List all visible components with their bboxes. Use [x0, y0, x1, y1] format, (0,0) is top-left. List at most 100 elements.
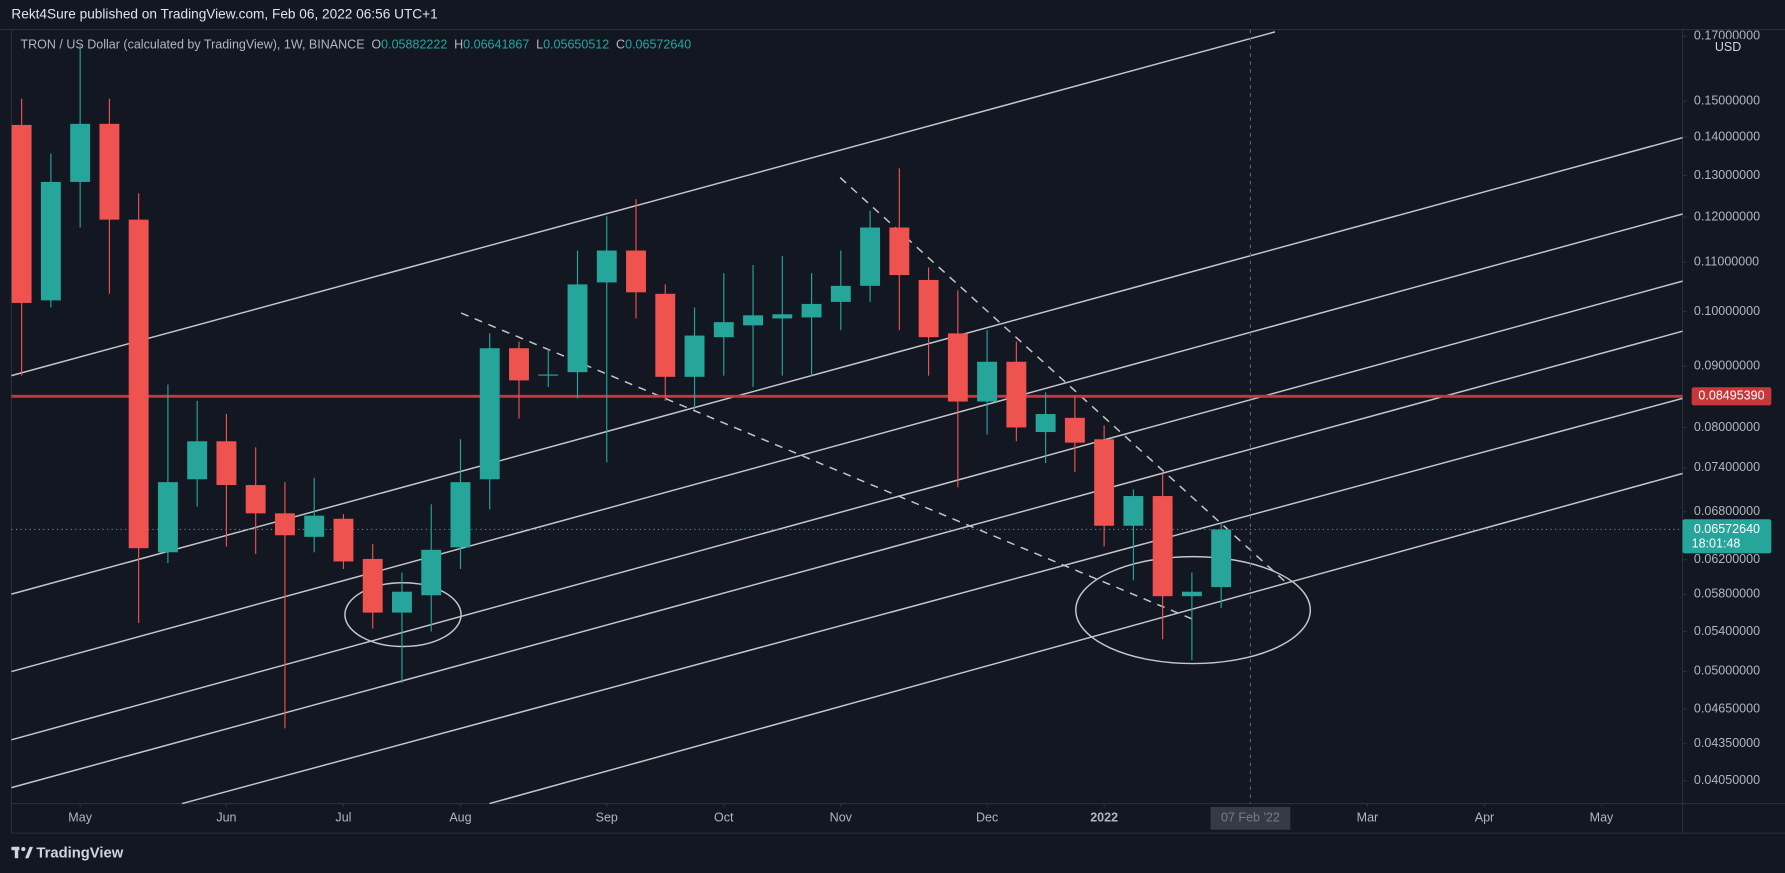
y-tick-label: 0.05400000: [1694, 624, 1760, 638]
candle-body: [1064, 417, 1085, 443]
candle-body: [479, 348, 500, 480]
x-tick-label: Dec: [976, 811, 998, 825]
candle-body: [509, 348, 529, 381]
logo-part: [21, 847, 26, 852]
candle-body: [860, 227, 881, 286]
ohlc-key: C: [616, 38, 625, 52]
candle-body: [11, 124, 32, 303]
candle-body: [216, 441, 237, 486]
candle-body: [245, 485, 266, 514]
candle-body: [392, 591, 412, 613]
y-tick-label: 0.14000000: [1694, 129, 1760, 143]
y-tick-label: 0.05800000: [1694, 587, 1760, 601]
candle-body: [947, 333, 968, 402]
candle-body: [333, 518, 354, 562]
ohlc-value: 0.05650512: [543, 38, 609, 52]
highlight-ellipse: [1075, 555, 1312, 665]
channel-line: [181, 397, 1683, 805]
candle-body: [421, 549, 442, 596]
x-tick-label: Jun: [216, 811, 236, 825]
footer-logo: [11, 846, 34, 859]
candle-body: [40, 181, 61, 301]
ohlc-value: 0.06641867: [463, 38, 529, 52]
chart-root: Rekt4Sure published on TradingView.com, …: [0, 6, 1785, 862]
ohlc-key: L: [536, 38, 543, 52]
x-tick-label: Oct: [714, 811, 734, 825]
candle-body: [684, 335, 705, 377]
channel-line: [489, 472, 1683, 805]
y-tick-label: 0.09000000: [1694, 359, 1760, 373]
y-tick-label: 0.05000000: [1694, 664, 1760, 678]
candle-body: [1094, 439, 1115, 526]
last-price-box: [1682, 519, 1772, 554]
candle-body: [187, 441, 208, 480]
candle-body: [743, 315, 763, 326]
candle-body: [977, 361, 998, 402]
footer-brand: TradingView: [36, 846, 123, 862]
ohlc-value: 0.06572640: [625, 38, 691, 52]
channel-line: [11, 280, 1683, 741]
ohlc-value: 0.05882222: [381, 38, 447, 52]
candle-body: [538, 374, 559, 376]
channel-line: [11, 213, 1683, 673]
x-tick-label: Nov: [830, 811, 853, 825]
y-tick-label: 0.12000000: [1694, 209, 1760, 223]
candle-body: [450, 482, 471, 548]
candle-body: [1123, 496, 1144, 526]
y-tick-label: 0.07400000: [1694, 460, 1760, 474]
y-tick-label: 0.04650000: [1694, 701, 1760, 715]
candle-body: [626, 250, 646, 293]
channel-line: [11, 330, 1683, 789]
candle-body: [567, 284, 588, 373]
ohlc-key: O: [371, 38, 381, 52]
logo-part: [25, 846, 34, 859]
y-tick-label: 0.15000000: [1694, 94, 1760, 108]
logo-part: [14, 846, 19, 859]
channel-line: [11, 31, 1276, 377]
candle-body: [830, 285, 851, 302]
last-price-label: 0.06572640: [1694, 522, 1760, 536]
candle-body: [772, 314, 793, 319]
candle-body: [157, 482, 178, 553]
y-unit: USD: [1715, 40, 1741, 54]
candle-body: [304, 515, 325, 537]
y-tick-label: 0.11000000: [1694, 255, 1759, 269]
x-tick-label: May: [1590, 811, 1614, 825]
candle-body: [99, 123, 120, 220]
y-tick-label: 0.04350000: [1694, 736, 1760, 750]
crosshair-label: 07 Feb '22: [1221, 811, 1280, 825]
countdown-label: 18:01:48: [1692, 537, 1741, 551]
x-tick-label: Aug: [449, 811, 471, 825]
candle-body: [801, 303, 822, 318]
dashed-trendline: [839, 177, 1287, 584]
candle-body: [70, 123, 91, 182]
y-tick-label: 0.04050000: [1694, 773, 1760, 787]
x-tick-label: May: [68, 811, 92, 825]
publish-info: Rekt4Sure published on TradingView.com, …: [11, 6, 437, 21]
y-tick-label: 0.08000000: [1694, 420, 1760, 434]
x-tick-label: Jul: [335, 811, 351, 825]
candle-body: [1152, 496, 1173, 597]
symbol-title: TRON / US Dollar (calculated by TradingV…: [20, 38, 364, 52]
candle-body: [1035, 414, 1056, 433]
x-tick-label: Mar: [1357, 811, 1379, 825]
crosshair-label-box: [1210, 806, 1291, 830]
candle-body: [655, 293, 676, 377]
x-tick-label: 2022: [1090, 811, 1118, 825]
symbol-legend: TRON / US Dollar (calculated by TradingV…: [20, 38, 691, 52]
candle-body: [918, 279, 939, 338]
candle-body: [1211, 529, 1232, 588]
candle-body: [889, 227, 910, 276]
drawings: [11, 31, 1683, 805]
candle-body: [596, 250, 617, 283]
x-tick-label: Apr: [1475, 811, 1494, 825]
highlight-ellipse: [344, 582, 462, 648]
price-line-label: 0.08495390: [1698, 389, 1764, 403]
price-line-label-box: [1691, 387, 1772, 406]
y-tick-label: 0.06800000: [1694, 504, 1760, 518]
candle-body: [1181, 591, 1202, 597]
candle-body: [128, 219, 149, 549]
